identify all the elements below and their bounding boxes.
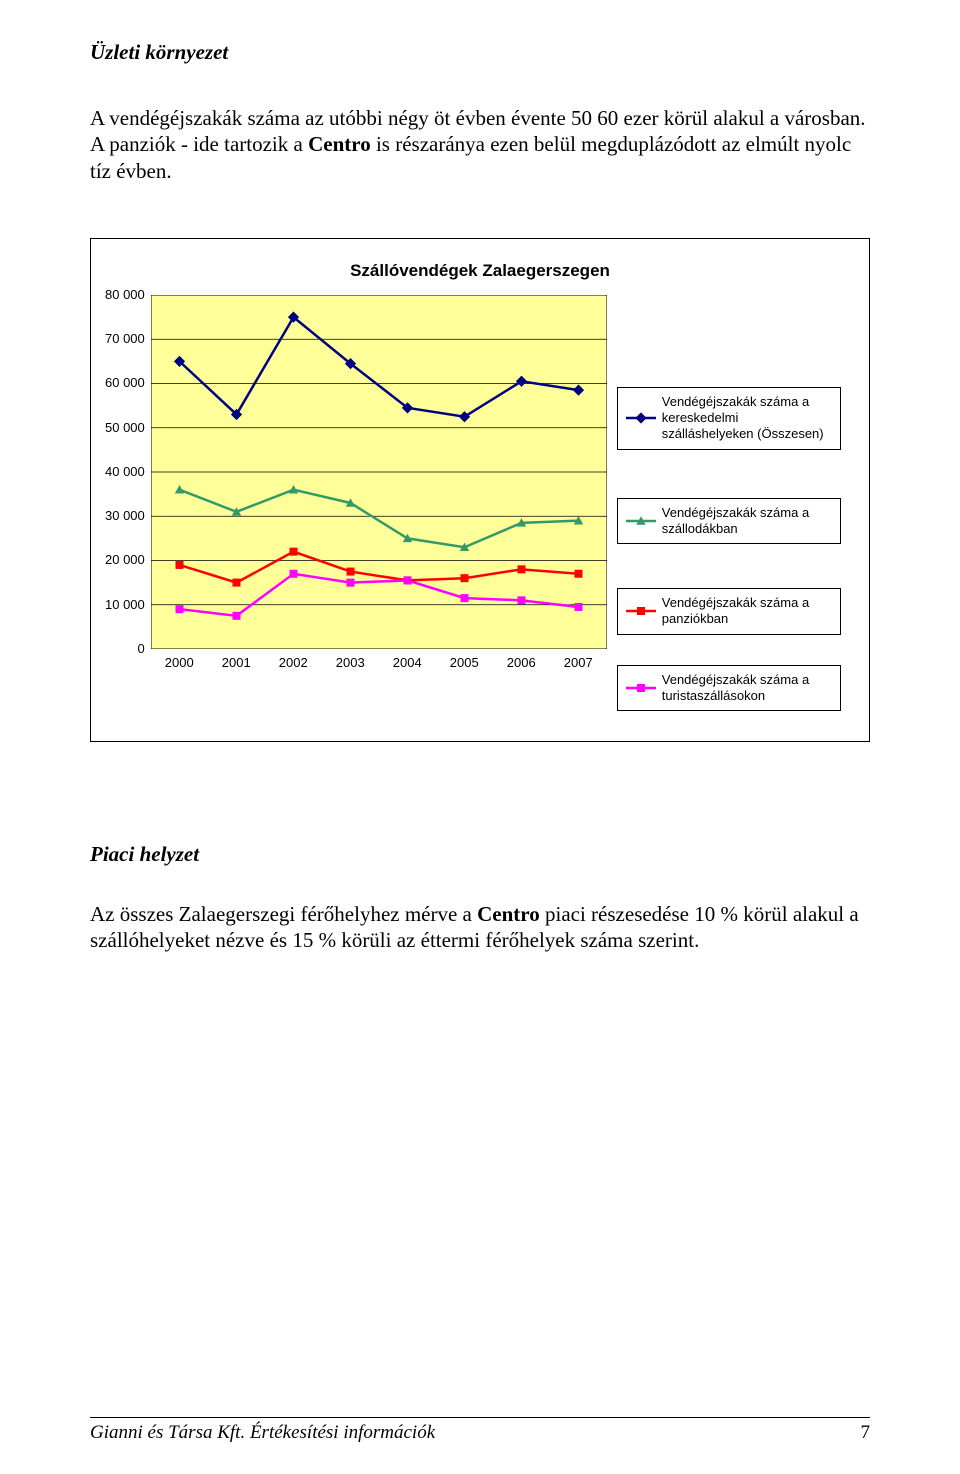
x-tick-label: 2000 <box>151 655 208 670</box>
y-tick-label: 0 <box>138 642 145 656</box>
paragraph-1: A vendégéjszakák száma az utóbbi négy öt… <box>90 105 870 184</box>
y-tick-label: 20 000 <box>105 553 145 567</box>
x-tick-label: 2002 <box>265 655 322 670</box>
y-tick-label: 80 000 <box>105 288 145 302</box>
footer-line: Gianni és Társa Kft. Értékesítési inform… <box>90 1417 870 1444</box>
legend-label: Vendégéjszakák száma a turistaszállásoko… <box>662 672 832 705</box>
legend-item: Vendégéjszakák száma a panziókban <box>617 588 841 635</box>
x-tick-label: 2003 <box>322 655 379 670</box>
legend-swatch <box>626 679 656 697</box>
legend-swatch <box>626 602 656 620</box>
section-heading-2: Piaci helyzet <box>90 842 870 867</box>
legend-label: Vendégéjszakák száma a szállodákban <box>662 505 832 538</box>
y-tick-label: 60 000 <box>105 376 145 390</box>
section-heading: Üzleti környezet <box>90 40 870 65</box>
legend-item: Vendégéjszakák száma a kereskedelmi szál… <box>617 387 841 450</box>
plot-wrap: 80 00070 00060 00050 00040 00030 00020 0… <box>105 295 607 670</box>
footer-text: Gianni és Társa Kft. Értékesítési inform… <box>90 1422 435 1444</box>
y-tick-label: 70 000 <box>105 332 145 346</box>
p2-text-a: Az összes Zalaegerszegi férőhelyhez mérv… <box>90 902 477 926</box>
x-axis-labels: 20002001200220032004200520062007 <box>151 655 607 670</box>
legend-label: Vendégéjszakák száma a kereskedelmi szál… <box>662 394 832 443</box>
x-tick-label: 2004 <box>379 655 436 670</box>
chart-container: Szállóvendégek Zalaegerszegen 80 000 70 0… <box>90 238 870 742</box>
legend-label: Vendégéjszakák száma a panziókban <box>662 595 832 628</box>
brand-name-2: Centro <box>477 902 540 926</box>
brand-name: Centro <box>308 132 371 156</box>
chart-legend: Vendégéjszakák száma a kereskedelmi szál… <box>617 295 841 715</box>
y-tick-label: 50 000 <box>105 421 145 435</box>
legend-swatch <box>626 512 656 530</box>
paragraph-2: Az összes Zalaegerszegi férőhelyhez mérv… <box>90 901 870 954</box>
y-tick-label: 10 000 <box>105 598 145 612</box>
page-number: 7 <box>861 1422 871 1444</box>
x-tick-label: 2005 <box>436 655 493 670</box>
chart-body: 80 00070 00060 00050 00040 00030 00020 0… <box>105 295 855 715</box>
x-tick-label: 2006 <box>493 655 550 670</box>
x-tick-label: 2007 <box>550 655 607 670</box>
x-tick-label: 2001 <box>208 655 265 670</box>
y-axis-labels: 80 000 70 000 60 000 50 000 40 000 30 000 20 0… <box>105 288 151 656</box>
page: Üzleti környezet A vendégéjszakák száma … <box>0 0 960 1474</box>
legend-item: Vendégéjszakák száma a szállodákban <box>617 498 841 545</box>
legend-swatch <box>626 409 656 427</box>
legend-item: Vendégéjszakák száma a turistaszállásoko… <box>617 665 841 712</box>
y-tick-label: 30 000 <box>105 509 145 523</box>
y-tick-label: 40 000 <box>105 465 145 479</box>
chart-title: Szállóvendégek Zalaegerszegen <box>105 261 855 281</box>
page-footer: Gianni és Társa Kft. Értékesítési inform… <box>0 1417 960 1444</box>
plot-column: 20002001200220032004200520062007 <box>151 295 607 670</box>
chart-plot <box>151 295 607 649</box>
